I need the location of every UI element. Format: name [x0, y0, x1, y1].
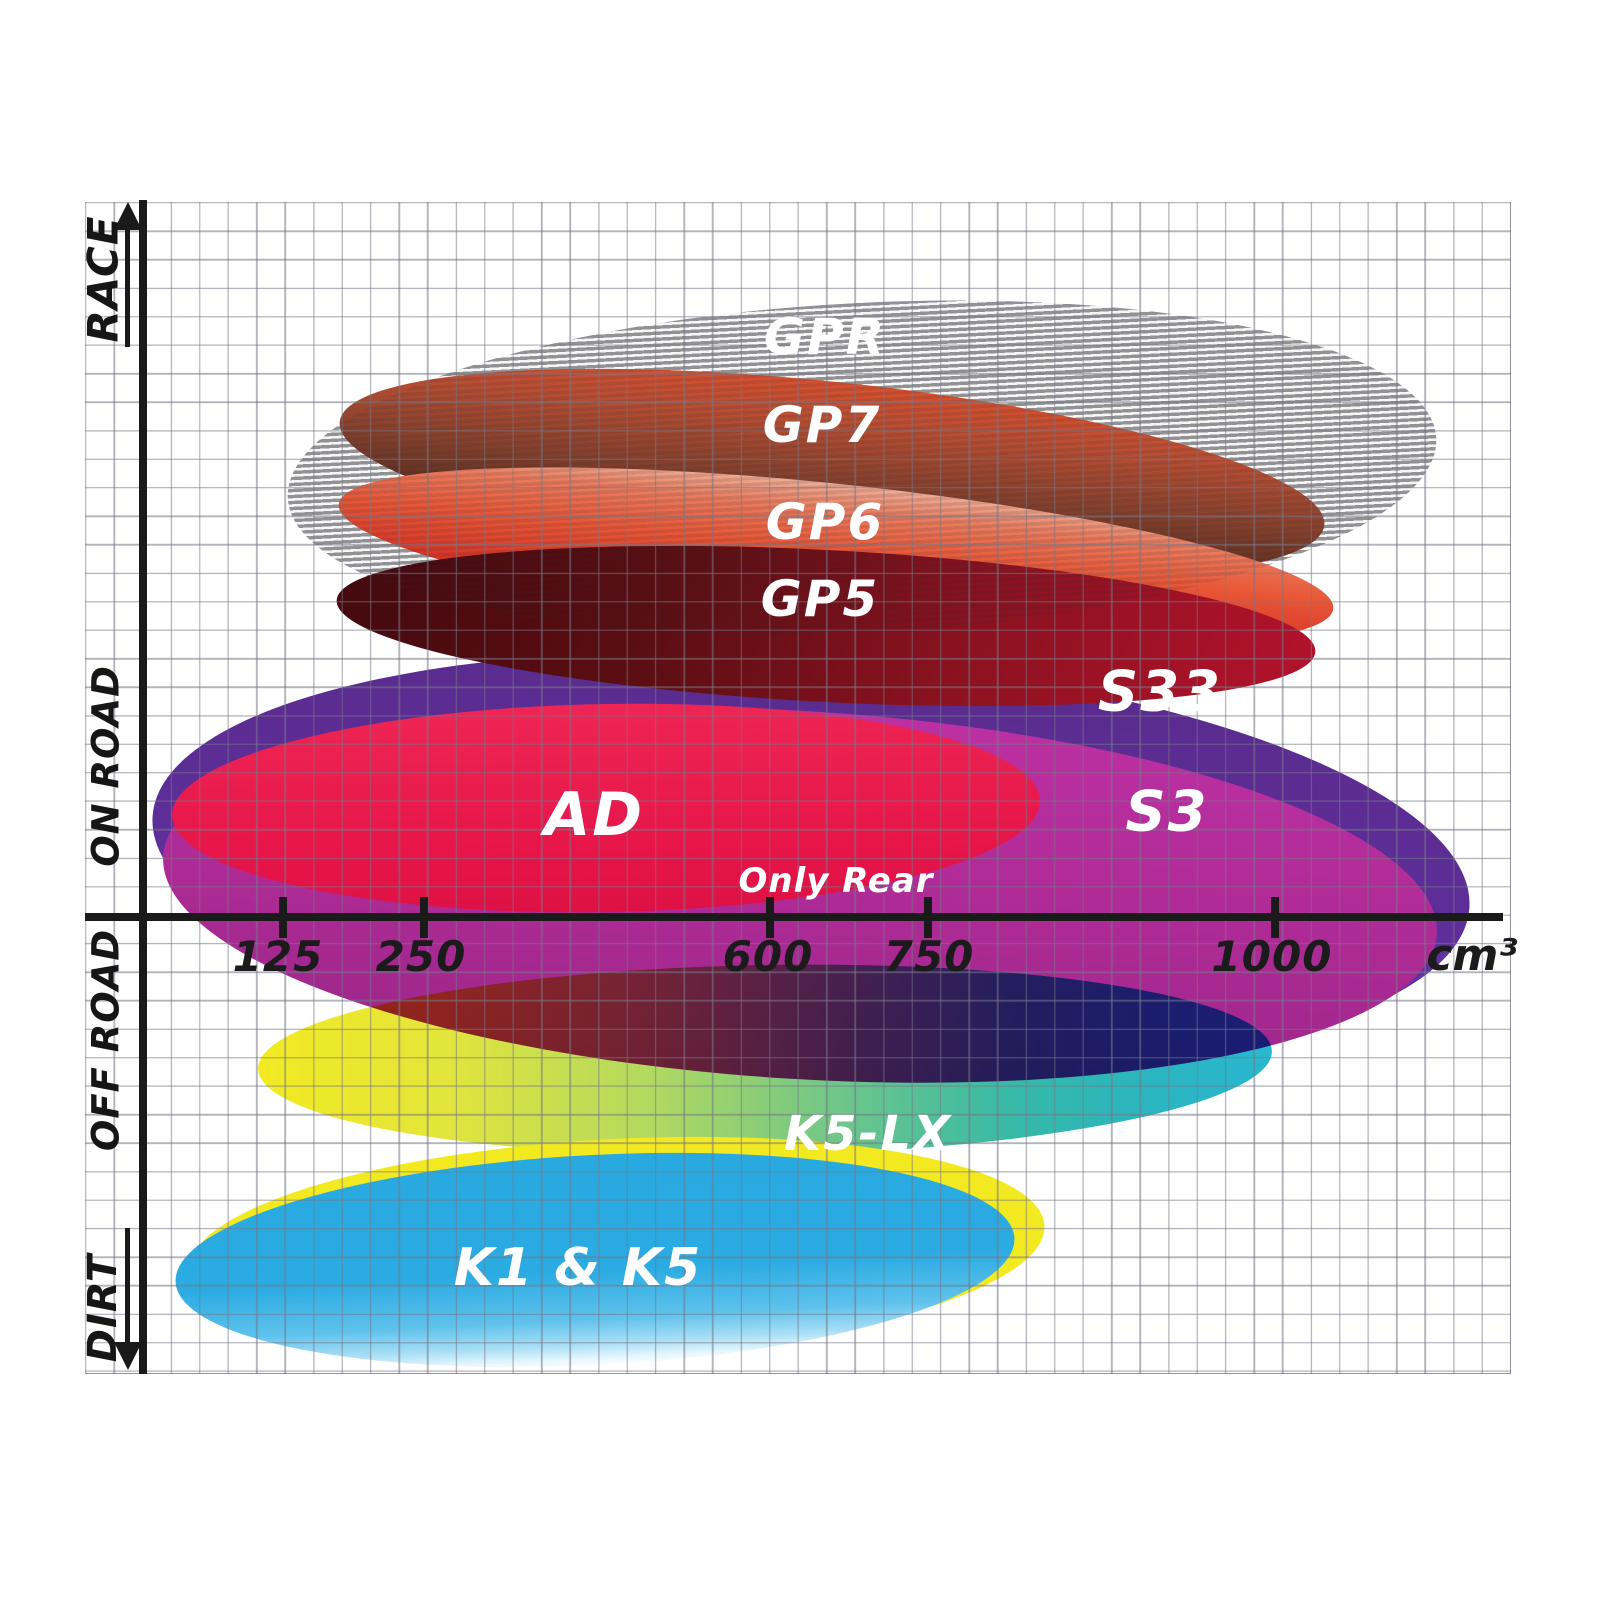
- x-axis-unit-label: cm³: [1426, 930, 1518, 981]
- y-axis-line: [139, 200, 147, 1374]
- x-tickmark-125: [279, 897, 287, 938]
- race-up-arrow-shaft: [125, 228, 130, 347]
- x-tickmark-750: [924, 897, 932, 938]
- label-gp6: GP6: [765, 493, 885, 551]
- dirt-down-arrow-shaft: [125, 1228, 130, 1345]
- y-band-dirt: DIRT: [80, 1253, 126, 1363]
- x-tickmark-1000: [1271, 897, 1279, 938]
- label-gp7: GP7: [762, 396, 882, 454]
- label-s3: S3: [1125, 779, 1209, 845]
- label-s33: S33: [1097, 659, 1223, 725]
- x-tick-label-600: 600: [722, 932, 814, 981]
- race-up-arrow-icon: [114, 202, 142, 230]
- label-gp5: GP5: [760, 570, 880, 628]
- x-tickmark-250: [420, 897, 428, 938]
- x-tick-label-125: 125: [232, 932, 324, 981]
- x-tick-label-1000: 1000: [1211, 932, 1333, 981]
- x-axis-line: [85, 913, 1503, 921]
- dirt-down-arrow-icon: [114, 1342, 142, 1370]
- y-band-on-road: ON ROAD: [84, 665, 128, 867]
- label-gpr: GPR: [763, 308, 887, 366]
- x-tick-label-250: 250: [375, 932, 467, 981]
- y-band-off-road: OFF ROAD: [84, 928, 128, 1152]
- x-tick-label-750: 750: [883, 932, 975, 981]
- label-only-rear: Only Rear: [738, 861, 934, 901]
- x-tickmark-600: [766, 897, 774, 938]
- label-ad: AD: [543, 780, 645, 850]
- y-band-race: RACE: [78, 215, 128, 343]
- label-k5lx: K5-LX: [783, 1106, 953, 1162]
- label-k1-and-k5: K1 & K5: [453, 1238, 703, 1298]
